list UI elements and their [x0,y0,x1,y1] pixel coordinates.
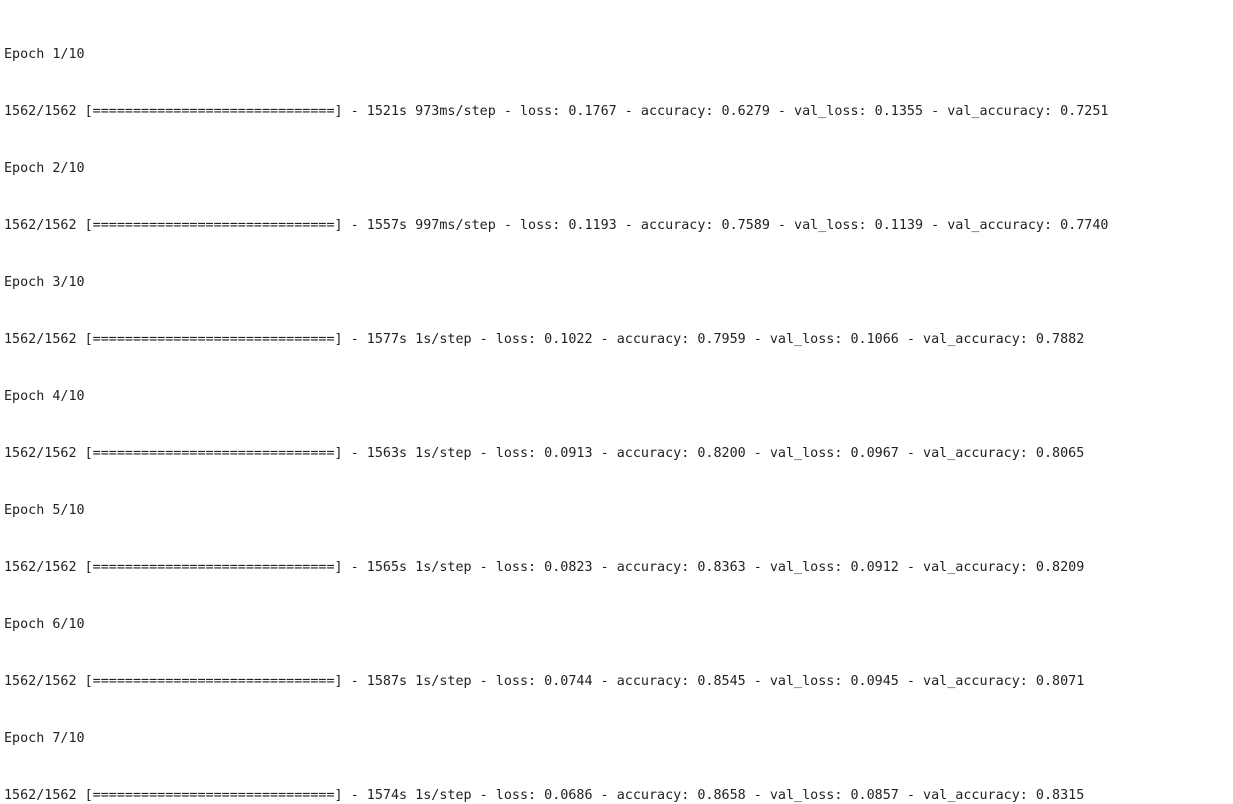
epoch-progress-line: 1562/1562 [=============================… [4,104,1109,119]
epoch-progress-line: 1562/1562 [=============================… [4,332,1085,347]
training-log-output: Epoch 1/10 1562/1562 [==================… [4,7,1230,804]
epoch-progress-line: 1562/1562 [=============================… [4,446,1085,461]
epoch-header: Epoch 4/10 [4,389,85,404]
epoch-header: Epoch 6/10 [4,617,85,632]
epoch-progress-line: 1562/1562 [=============================… [4,218,1109,233]
epoch-header: Epoch 5/10 [4,503,85,518]
epoch-header: Epoch 1/10 [4,47,85,62]
epoch-header: Epoch 7/10 [4,731,85,746]
epoch-progress-line: 1562/1562 [=============================… [4,560,1085,575]
epoch-header: Epoch 3/10 [4,275,85,290]
epoch-progress-line: 1562/1562 [=============================… [4,674,1085,689]
epoch-progress-line: 1562/1562 [=============================… [4,788,1085,803]
epoch-header: Epoch 2/10 [4,161,85,176]
